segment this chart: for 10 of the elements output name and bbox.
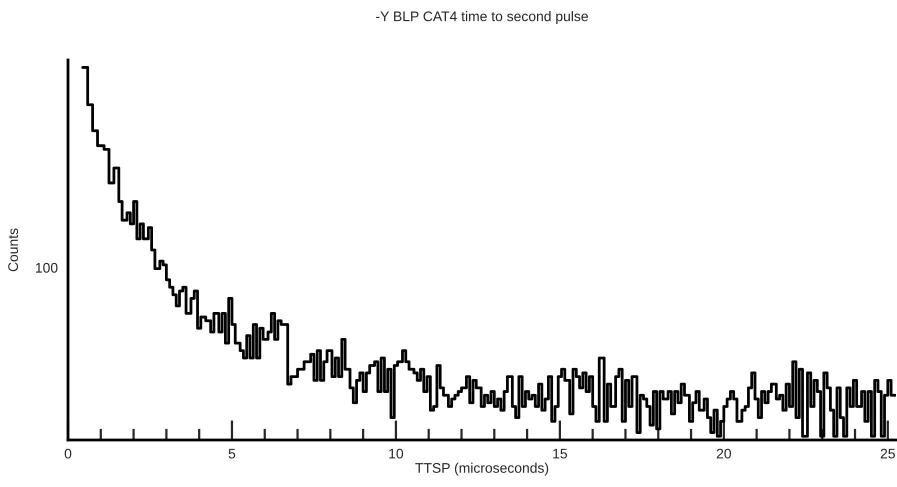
chart-title: -Y BLP CAT4 time to second pulse — [376, 11, 588, 24]
x-axis-title: TTSP (microseconds) — [415, 462, 548, 476]
text: 100 — [36, 262, 58, 273]
x-tick-label: 10 — [389, 448, 404, 459]
y-axis-title: Counts — [8, 228, 18, 272]
x-tick-label: 25 — [880, 448, 895, 459]
x-tick-label: 5 — [228, 448, 236, 459]
x-tick-label: 15 — [553, 448, 568, 459]
x-tick-label: 0 — [64, 448, 72, 459]
x-tick-label: 20 — [716, 448, 732, 459]
